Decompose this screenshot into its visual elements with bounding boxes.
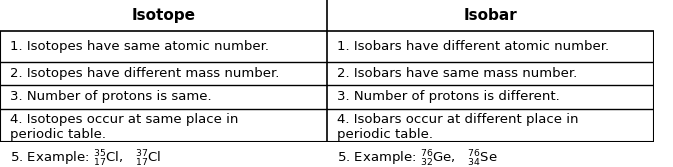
Text: 2. Isotopes have different mass number.: 2. Isotopes have different mass number. [10,67,279,80]
Bar [0,0,327,31]
Text: 1. Isotopes have same atomic number.: 1. Isotopes have same atomic number. [10,40,269,53]
Text: 1. Isobars have different atomic number.: 1. Isobars have different atomic number. [336,40,609,53]
Text: 5. Example: $^{76}_{32}$Ge,   $^{76}_{34}$Se: 5. Example: $^{76}_{32}$Ge, $^{76}_{34}$… [336,148,497,167]
Text: 3. Number of protons is same.: 3. Number of protons is same. [10,91,211,104]
Text: 4. Isotopes occur at same place in
periodic table.: 4. Isotopes occur at same place in perio… [10,113,238,141]
Text: 3. Number of protons is different.: 3. Number of protons is different. [336,91,559,104]
Text: Isobar: Isobar [464,8,518,23]
Bar [327,0,654,31]
Text: Isotope: Isotope [131,8,195,23]
Text: 5. Example: $^{35}_{17}$Cl,   $^{37}_{17}$Cl: 5. Example: $^{35}_{17}$Cl, $^{37}_{17}$… [10,148,161,167]
Text: 4. Isobars occur at different place in
periodic table.: 4. Isobars occur at different place in p… [336,113,578,141]
Text: 2. Isobars have same mass number.: 2. Isobars have same mass number. [336,67,577,80]
